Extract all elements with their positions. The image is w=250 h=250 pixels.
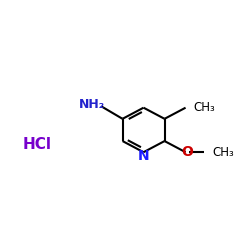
Text: NH₂: NH₂ xyxy=(78,98,105,111)
Text: CH₃: CH₃ xyxy=(193,101,215,114)
Text: N: N xyxy=(138,149,149,163)
Text: O: O xyxy=(182,145,194,159)
Text: CH₃: CH₃ xyxy=(213,146,234,159)
Text: HCl: HCl xyxy=(23,137,52,152)
